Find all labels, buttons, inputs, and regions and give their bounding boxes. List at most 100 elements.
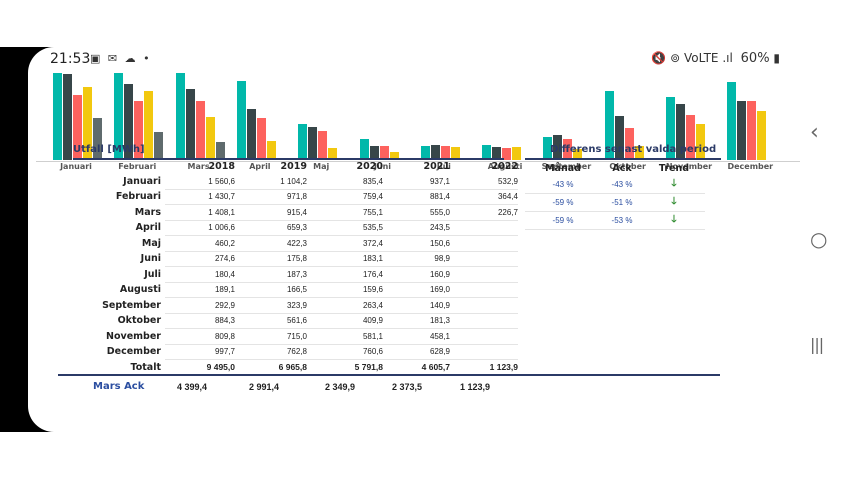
value-cell: 762,8 [235, 344, 307, 360]
month-bar [614, 116, 624, 160]
differens-row: -59 % -51 % 🡓 [525, 193, 705, 212]
month-bar [154, 131, 164, 160]
month-bar [389, 152, 399, 160]
month-bar [144, 91, 154, 160]
value-cell: 189,1 [165, 282, 235, 298]
table-row: Oktober 884,3 561,6 409,9 181,3 [73, 313, 518, 329]
row-label: Augusti [119, 284, 161, 296]
value-cell: 628,9 [383, 344, 450, 360]
recents-nav-icon[interactable]: ||| [810, 335, 824, 354]
month-bar [676, 104, 685, 160]
trend-down-icon: 🡓 [643, 193, 705, 212]
table-row: Februari 1 430,7 971,8 759,4 881,4 364,4 [73, 189, 518, 205]
manad-header: Månad [545, 162, 581, 174]
manad-cell: -43 % [525, 176, 601, 194]
year-header: 2022 [491, 160, 518, 172]
month-label[interactable]: Juli [436, 162, 451, 171]
value-cell: 1 430,7 [165, 189, 235, 205]
month-label[interactable]: Oktober [609, 162, 646, 171]
back-nav-icon[interactable]: ‹ [810, 120, 819, 145]
value-cell: 715,0 [235, 328, 307, 345]
row-label: September [102, 299, 161, 311]
value-cell: 226,7 [450, 204, 518, 221]
month-label[interactable]: December [727, 162, 774, 171]
value-cell: 1 123,9 [489, 362, 518, 373]
value-cell: 263,4 [307, 297, 383, 314]
row-label: Totalt [130, 361, 162, 373]
month-bar [175, 73, 185, 160]
value-cell: 181,3 [383, 313, 450, 329]
status-time: 21:53 [50, 51, 91, 67]
status-bar: 21:53 ▣ ✉ ☁ • 🔇 ⊚ VoLTE .ıl 60% ▮ [28, 47, 800, 73]
value-cell: 755,1 [307, 204, 383, 221]
row-label: Mars [134, 206, 161, 218]
value-cell: 187,3 [235, 266, 307, 283]
value-cell: 1 104,2 [235, 174, 307, 190]
home-nav-icon[interactable]: ○ [810, 227, 828, 251]
row-label: December [106, 346, 161, 358]
month-bar [512, 146, 522, 160]
month-bar [195, 101, 205, 160]
month-label[interactable]: September [541, 162, 592, 171]
value-cell [450, 282, 518, 298]
month-bar [369, 146, 379, 160]
row-label: Juli [144, 268, 161, 280]
month-label[interactable]: Juni [373, 162, 392, 171]
value-cell [450, 220, 518, 236]
ack-cell: -53 % [601, 211, 643, 230]
month-bar [440, 146, 450, 160]
value-cell: 150,6 [383, 235, 450, 252]
header-empty [73, 158, 165, 174]
month-bar [246, 108, 256, 160]
value-cell: 881,4 [383, 189, 450, 205]
value-cell: 176,4 [307, 266, 383, 283]
value-cell: 809,8 [165, 328, 235, 345]
month-bar [727, 82, 737, 160]
value-cell: 971,8 [235, 189, 307, 205]
table-row: Juli 180,4 187,3 176,4 160,9 [73, 266, 518, 283]
manad-cell: -59 % [525, 193, 601, 212]
value-cell: 5 791,8 [354, 362, 383, 373]
month-label[interactable]: Augusti [487, 162, 523, 171]
differens-header-row: Månad Ack Trend [525, 160, 705, 176]
month-bar [420, 145, 430, 160]
value-cell: 9 495,0 [206, 362, 235, 373]
system-icons: 🔇 ⊚ VoLTE .ıl 60% ▮ [651, 51, 780, 66]
row-label: Oktober [117, 315, 161, 327]
value-cell: 997,7 [165, 344, 235, 360]
month-bar [73, 94, 82, 160]
month-label[interactable]: Februari [118, 162, 157, 171]
month-label[interactable]: November [665, 162, 713, 171]
value-cell: 581,1 [307, 328, 383, 345]
month-bar [757, 110, 767, 160]
year-header: 2018 [208, 160, 235, 172]
month-bar [114, 73, 124, 160]
manad-cell: -59 % [525, 211, 601, 230]
total-row: Totalt 9 495,0 6 965,8 5 791,8 4 605,7 1 123,… [73, 360, 519, 375]
month-label[interactable]: Maj [313, 162, 330, 171]
differens-table: Månad Ack Trend -43 % -43 % 🡓 -59 % -51 % 🡓 -5… [525, 160, 705, 230]
table-row: April 1 006,6 659,3 535,5 243,5 [73, 220, 518, 236]
table-row: Januari 1 560,6 1 104,2 835,4 937,1 532,9 [73, 174, 518, 190]
year-header: 2019 [280, 160, 307, 172]
month-bar [266, 141, 276, 160]
table-row: Augusti 189,1 166,5 159,6 169,0 [73, 282, 518, 298]
month-bar [563, 139, 573, 160]
value-cell: 323,9 [235, 297, 307, 314]
value-cell [450, 328, 518, 345]
value-cell: 364,4 [450, 189, 518, 205]
month-bar [686, 114, 695, 160]
table-row: Juni 274,6 175,8 183,1 98,9 [73, 251, 518, 267]
value-cell [450, 313, 518, 329]
month-label[interactable]: Januari [60, 162, 92, 171]
month-label[interactable]: April [249, 162, 271, 171]
value-cell [450, 235, 518, 252]
value-cell: 292,9 [165, 297, 235, 314]
value-cell: 659,3 [235, 220, 307, 236]
month-label[interactable]: Mars [187, 162, 210, 171]
value-cell: 180,4 [165, 266, 235, 283]
year-header: 2020 [356, 160, 383, 172]
value-cell: 555,0 [383, 204, 450, 221]
month-bar [308, 127, 318, 160]
month-bar [93, 118, 102, 160]
